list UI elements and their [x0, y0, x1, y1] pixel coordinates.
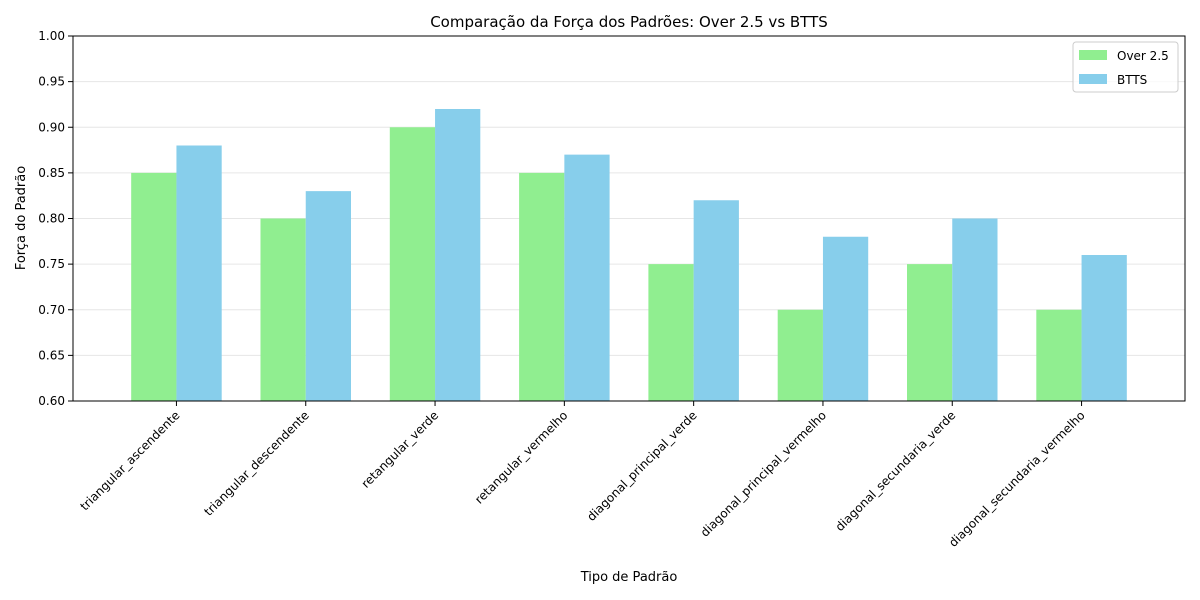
legend-label: Over 2.5 — [1117, 49, 1169, 63]
bar-over-2-5-triangular_ascendente — [131, 172, 177, 401]
y-tick-label: 1.00 — [38, 29, 65, 43]
legend-swatch — [1079, 50, 1107, 60]
x-axis-label: Tipo de Padrão — [580, 570, 678, 585]
bar-over-2-5-retangular_vermelho — [519, 172, 565, 401]
bar-btts-diagonal_secundaria_verde — [952, 218, 998, 401]
legend: Over 2.5 BTTS — [1072, 41, 1179, 93]
y-tick-label: 0.60 — [38, 394, 65, 408]
bar-btts-retangular_verde — [435, 109, 481, 401]
y-tick-label: 0.90 — [38, 120, 65, 134]
bar-over-2-5-retangular_verde — [389, 127, 436, 401]
bar-over-2-5-diagonal_secundaria_verde — [907, 264, 953, 401]
bars — [131, 109, 1127, 401]
legend-swatch — [1079, 74, 1107, 84]
y-tick-label: 0.70 — [38, 303, 65, 317]
y-tick-label: 0.65 — [38, 348, 65, 362]
bar-over-2-5-diagonal_secundaria_vermelho — [1036, 309, 1082, 401]
bar-btts-triangular_ascendente — [176, 145, 222, 401]
y-tick-label: 0.80 — [38, 212, 65, 226]
y-tick-label: 0.85 — [38, 166, 65, 180]
bar-over-2-5-diagonal_principal_vermelho — [777, 309, 823, 401]
y-tick-label: 0.75 — [38, 257, 65, 271]
bar-over-2-5-triangular_descendente — [260, 218, 306, 401]
y-axis-ticks: 0.60 0.65 0.70 0.75 0.80 0.85 0.90 0.95 1.00 — [38, 29, 73, 408]
y-tick-label: 0.95 — [38, 75, 65, 89]
bar-btts-retangular_vermelho — [564, 154, 610, 401]
legend-label: BTTS — [1117, 73, 1147, 87]
bar-over-2-5-diagonal_principal_verde — [648, 264, 694, 401]
chart-title: Comparação da Força dos Padrões: Over 2.… — [430, 13, 828, 31]
y-axis-label: Força do Padrão — [14, 166, 29, 270]
bar-btts-diagonal_principal_vermelho — [822, 236, 869, 401]
bar-btts-diagonal_secundaria_vermelho — [1081, 255, 1127, 401]
bar-btts-triangular_descendente — [305, 191, 351, 401]
grid-lines — [73, 81, 1185, 356]
bar-btts-diagonal_principal_verde — [693, 200, 739, 401]
